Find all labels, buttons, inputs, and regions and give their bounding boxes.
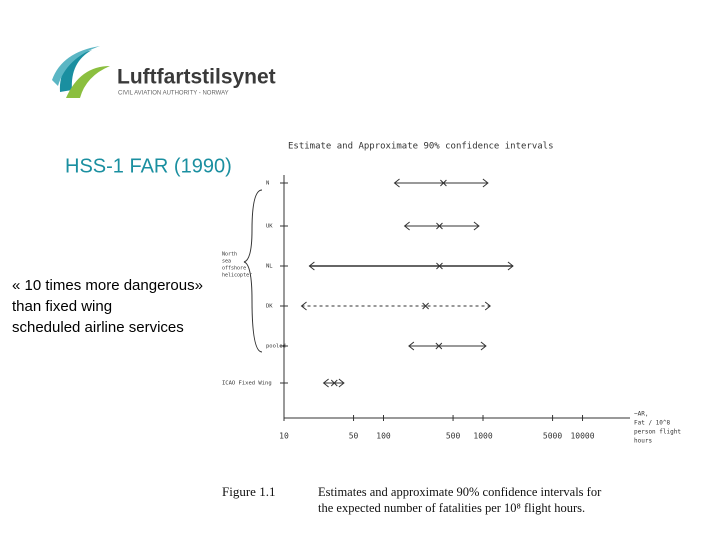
row-label: pooled bbox=[266, 344, 286, 350]
brace bbox=[243, 189, 263, 353]
row-label: NL bbox=[266, 264, 273, 270]
row-label: DK bbox=[266, 304, 273, 310]
caption-label: Figure 1.1 bbox=[222, 484, 275, 499]
estimate bbox=[436, 222, 443, 230]
logo-subtitle: CIVIL AVIATION AUTHORITY - NORWAY bbox=[118, 91, 229, 97]
axis-label: Fat / 10^8 bbox=[634, 420, 671, 427]
x-tick-label: 500 bbox=[446, 432, 461, 441]
x-tick-label: 10000 bbox=[570, 432, 594, 441]
body-line: than fixed wing bbox=[12, 298, 112, 315]
interval-end bbox=[308, 261, 315, 271]
x-tick-label: 100 bbox=[376, 432, 391, 441]
interval-end bbox=[480, 341, 487, 351]
axis-label: hours bbox=[634, 438, 652, 445]
row-label: ICAO Fixed Wing bbox=[222, 381, 272, 387]
figure-title: Estimate and Approximate 90% confidence … bbox=[288, 142, 554, 152]
x-tick-label: 10 bbox=[279, 432, 289, 441]
interval-end bbox=[403, 221, 410, 231]
slide-title: HSS-1 FAR (1990) bbox=[65, 155, 232, 177]
interval-end bbox=[322, 378, 329, 388]
logo-swoosh bbox=[52, 46, 100, 86]
x-tick-label: 50 bbox=[349, 432, 359, 441]
interval-end bbox=[473, 221, 480, 231]
interval-end bbox=[408, 341, 415, 351]
figure: Estimate and Approximate 90% confidence … bbox=[222, 142, 681, 445]
estimate bbox=[436, 262, 443, 270]
axis-label: person flight bbox=[634, 429, 681, 436]
x-tick-label: 5000 bbox=[543, 432, 562, 441]
caption-line: the expected number of fatalities per 10… bbox=[318, 501, 585, 515]
logo-swoosh bbox=[66, 66, 110, 98]
interval-end bbox=[393, 178, 400, 188]
x-tick-label: 1000 bbox=[473, 432, 492, 441]
group-label: sea bbox=[222, 259, 231, 265]
group-label: helicopter bbox=[222, 273, 252, 279]
axis-label: ~AR, bbox=[634, 411, 648, 418]
group-label: offshore bbox=[222, 266, 246, 272]
logo-swoosh bbox=[59, 50, 92, 92]
logo-name: Luftfartstilsynet bbox=[117, 66, 276, 89]
group-label: North bbox=[222, 252, 237, 258]
row-label: N bbox=[266, 181, 269, 187]
interval-end bbox=[482, 178, 489, 188]
estimate bbox=[330, 379, 338, 387]
body-line: scheduled airline services bbox=[12, 319, 184, 336]
interval-end bbox=[300, 301, 307, 311]
interval-end bbox=[507, 261, 514, 271]
interval-end bbox=[484, 301, 491, 311]
row-label: UK bbox=[266, 224, 273, 230]
estimate bbox=[440, 179, 447, 187]
interval-end bbox=[338, 378, 345, 388]
logo: Luftfartstilsynet CIVIL AVIATION AUTHORI… bbox=[52, 46, 276, 98]
body-line: « 10 times more dangerous» bbox=[12, 277, 203, 294]
estimate bbox=[435, 342, 443, 350]
estimate bbox=[422, 302, 429, 310]
caption-line: Estimates and approximate 90% confidence… bbox=[318, 485, 602, 499]
